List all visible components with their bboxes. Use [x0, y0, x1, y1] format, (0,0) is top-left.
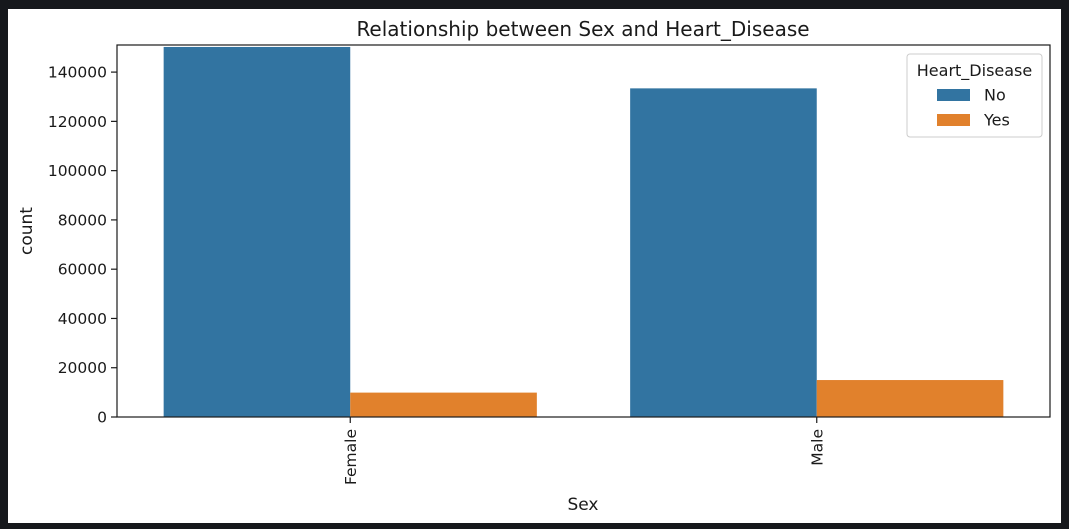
legend-label-no: No: [984, 86, 1006, 105]
y-tick-label: 60000: [58, 261, 107, 279]
legend-entries: No Yes: [937, 86, 1010, 130]
y-tick-label: 0: [97, 409, 107, 427]
y-tick-label: 20000: [58, 359, 107, 377]
bar-female-yes: [350, 392, 537, 417]
x-tick-label-male: Male: [808, 429, 826, 466]
y-tick-label: 140000: [48, 64, 107, 82]
x-axis-ticks: Female Male: [342, 417, 826, 485]
legend: Heart_Disease No Yes: [906, 53, 1043, 138]
y-tick-label: 100000: [48, 162, 107, 180]
y-axis-ticks: 0 20000 40000 60000 80000 100000 120000 140000: [48, 64, 117, 427]
legend-swatch-no: [937, 89, 970, 101]
chart-title: Relationship between Sex and Heart_Disea…: [356, 17, 809, 41]
legend-title: Heart_Disease: [917, 61, 1032, 81]
y-tick-label: 40000: [58, 310, 107, 328]
y-axis-label: count: [17, 207, 37, 255]
y-tick-label: 120000: [48, 113, 107, 131]
bars-group: [163, 46, 1004, 418]
bar-male-yes: [816, 380, 1004, 417]
y-tick-label: 80000: [58, 211, 107, 229]
x-axis-label: Sex: [567, 495, 598, 515]
legend-swatch-yes: [937, 114, 970, 126]
axes-frame: [116, 44, 1051, 418]
x-tick-label-female: Female: [342, 429, 360, 485]
bar-male-no: [630, 88, 817, 417]
bar-female-no: [163, 46, 351, 418]
legend-label-yes: Yes: [983, 111, 1010, 130]
